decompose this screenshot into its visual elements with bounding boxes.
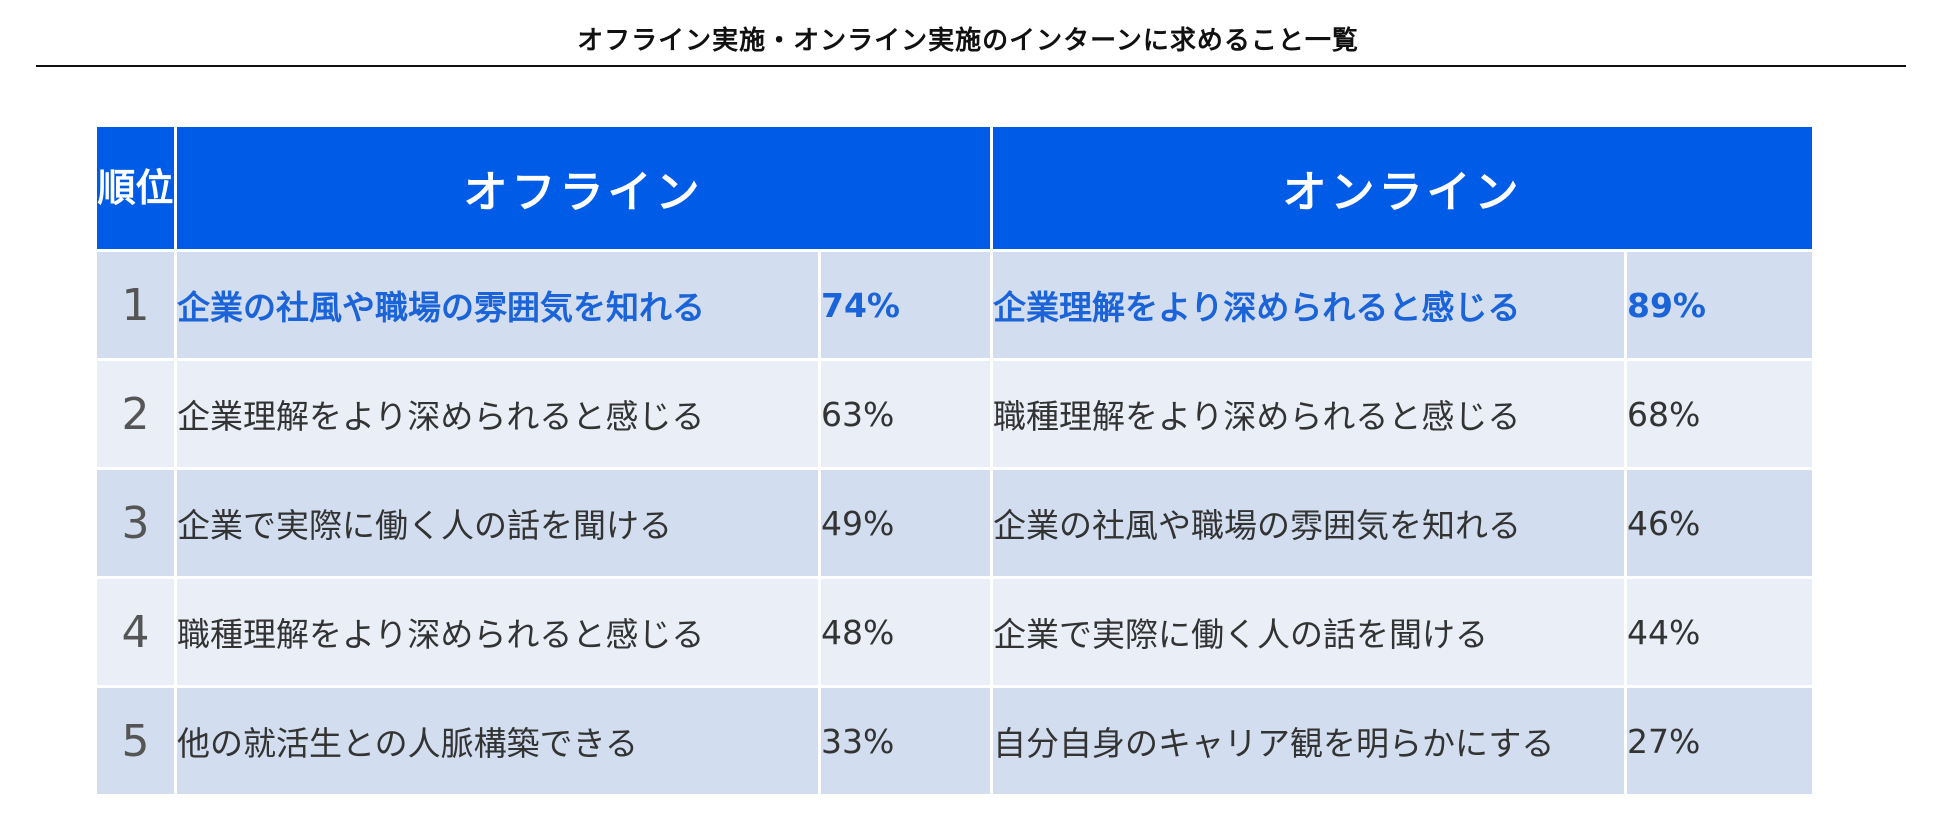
offline-item-cell: 職種理解をより深められると感じる bbox=[174, 576, 821, 688]
online-item-cell: 自分自身のキャリア観を明らかにする bbox=[990, 685, 1627, 797]
online-percent-cell: 46% bbox=[1624, 467, 1815, 579]
online-percent-cell: 44% bbox=[1624, 576, 1815, 688]
online-item-cell: 企業理解をより深められると感じる bbox=[990, 249, 1627, 361]
online-percent-cell: 27% bbox=[1624, 685, 1815, 797]
ranking-table: 順位 オフライン オンライン 1 企業の社風や職場の雰囲気を知れる 74% 企業理解を… bbox=[94, 124, 1815, 797]
table-row: 2 企業理解をより深められると感じる 63% 職種理解をより深められると感じる 68% bbox=[94, 358, 1815, 470]
table-row: 5 他の就活生との人脈構築できる 33% 自分自身のキャリア観を明らかにする 27% bbox=[94, 685, 1815, 797]
rank-cell: 2 bbox=[94, 358, 177, 470]
offline-item-cell: 企業理解をより深められると感じる bbox=[174, 358, 821, 470]
table-row: 4 職種理解をより深められると感じる 48% 企業で実際に働く人の話を聞ける 44% bbox=[94, 576, 1815, 688]
rank-cell: 3 bbox=[94, 467, 177, 579]
table-header-row: 順位 オフライン オンライン bbox=[94, 124, 1815, 252]
offline-item-cell: 企業の社風や職場の雰囲気を知れる bbox=[174, 249, 821, 361]
offline-header: オフライン bbox=[174, 124, 993, 252]
offline-percent-cell: 63% bbox=[818, 358, 993, 470]
online-percent-cell: 68% bbox=[1624, 358, 1815, 470]
rank-header: 順位 bbox=[94, 124, 177, 252]
online-percent-cell: 89% bbox=[1624, 249, 1815, 361]
online-item-cell: 職種理解をより深められると感じる bbox=[990, 358, 1627, 470]
table-body: 1 企業の社風や職場の雰囲気を知れる 74% 企業理解をより深められると感じる 89% 2… bbox=[94, 249, 1815, 797]
online-header: オンライン bbox=[990, 124, 1815, 252]
rank-cell: 1 bbox=[94, 249, 177, 361]
page-title: オフライン実施・オンライン実施のインターンに求めること一覧 bbox=[577, 26, 1359, 56]
rank-cell: 4 bbox=[94, 576, 177, 688]
online-item-cell: 企業で実際に働く人の話を聞ける bbox=[990, 576, 1627, 688]
rank-cell: 5 bbox=[94, 685, 177, 797]
offline-percent-cell: 49% bbox=[818, 467, 993, 579]
offline-percent-cell: 74% bbox=[818, 249, 993, 361]
offline-item-cell: 他の就活生との人脈構築できる bbox=[174, 685, 821, 797]
offline-item-cell: 企業で実際に働く人の話を聞ける bbox=[174, 467, 821, 579]
table-row: 3 企業で実際に働く人の話を聞ける 49% 企業の社風や職場の雰囲気を知れる 46% bbox=[94, 467, 1815, 579]
offline-percent-cell: 33% bbox=[818, 685, 993, 797]
title-divider bbox=[36, 65, 1906, 67]
table-row: 1 企業の社風や職場の雰囲気を知れる 74% 企業理解をより深められると感じる 89% bbox=[94, 249, 1815, 361]
offline-percent-cell: 48% bbox=[818, 576, 993, 688]
online-item-cell: 企業の社風や職場の雰囲気を知れる bbox=[990, 467, 1627, 579]
